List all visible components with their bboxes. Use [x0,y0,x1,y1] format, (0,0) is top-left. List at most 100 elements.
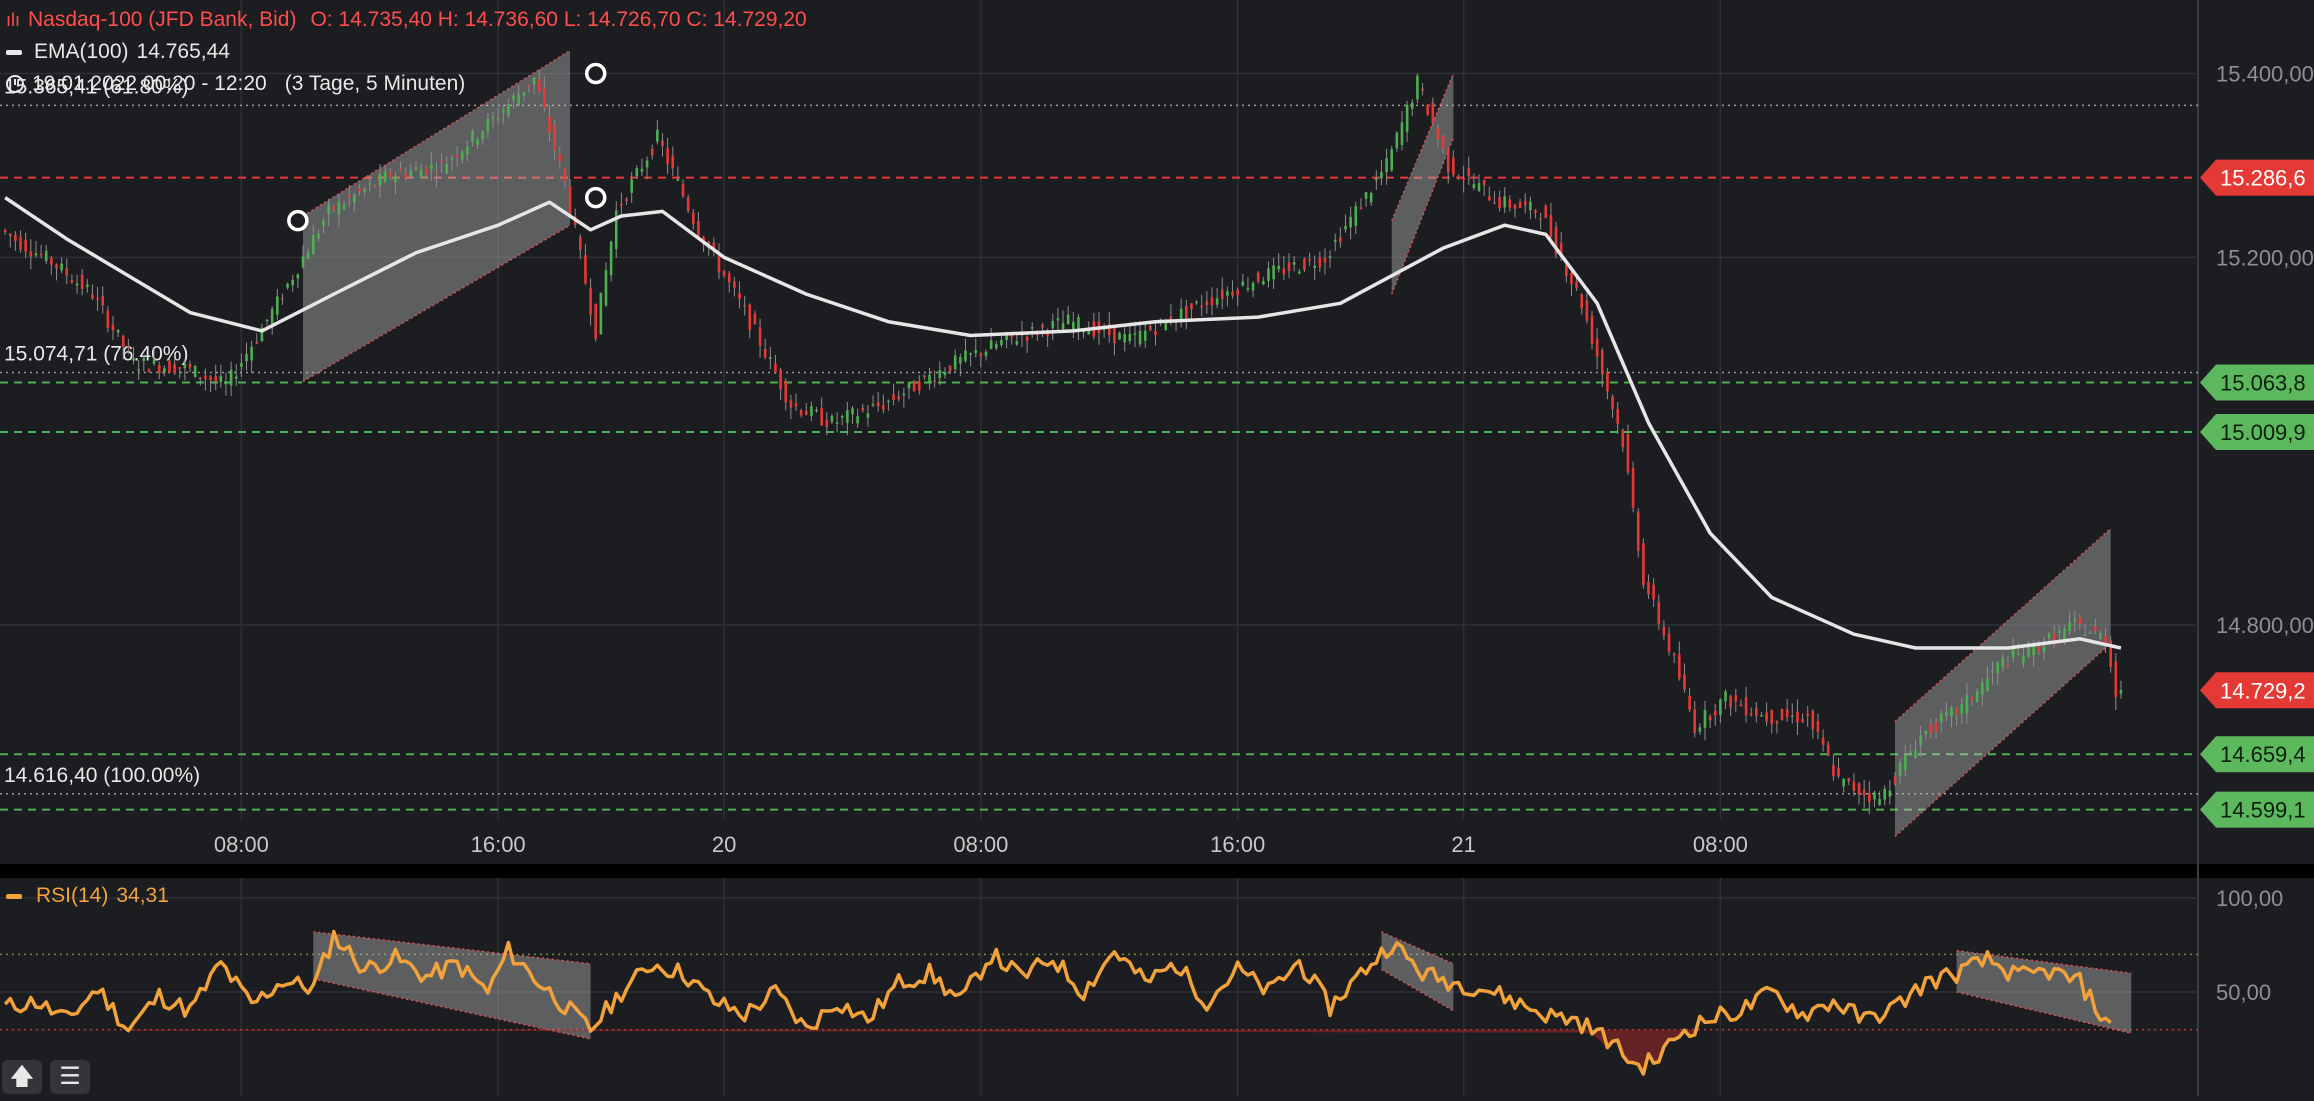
candle-body [224,382,228,385]
candle-body [1205,301,1209,306]
candle-body [1868,793,1871,802]
candle-body [1744,697,1748,716]
candle-body [1195,301,1198,304]
candle-body [892,394,895,400]
candle-body [984,351,988,357]
candle-body [1452,157,1455,175]
candle-body [1991,670,1994,673]
fibonacci-label: 15.365,41 (61.80%) [4,75,188,98]
menu-button[interactable]: ☰ [50,1060,90,1094]
candle-body [609,241,613,276]
x-tick-label: 20 [712,832,736,857]
candle-body [219,376,223,383]
candle-body [1580,294,1584,309]
candle-body [245,353,248,362]
candle-body [1426,104,1429,116]
pane-separator [0,864,2314,878]
support-price-tag-bg [2200,414,2314,451]
candle-body [517,94,520,106]
candle-body [1770,709,1774,725]
candle-body [1061,323,1065,330]
candle-body [491,116,495,119]
candle-body [2078,617,2082,625]
candle-body [666,148,669,165]
rsi-swatch-icon [6,893,22,899]
candle-body [614,210,618,250]
candle-body [1955,708,1958,715]
candle-body [676,179,680,181]
support-price-tag: 14.659,4 [2200,736,2314,773]
candle-body [168,361,171,373]
candle-body [1893,776,1897,784]
candle-body [1436,128,1440,140]
candle-body [856,416,859,424]
candle-body [1806,713,1810,716]
candle-body [584,255,587,284]
candle-body [1847,778,1851,782]
candle-body [188,364,192,368]
candle-body [101,295,105,306]
candle-body [727,273,731,283]
candle-body [876,402,880,407]
candle-body [604,270,608,306]
candle-body [183,363,187,369]
rsi-value: 34,31 [116,884,169,907]
candle-body [1220,289,1224,300]
candle-body [121,335,125,347]
candle-body [388,171,392,178]
candle-body [55,264,58,269]
candle-body [763,349,767,358]
candle-body [943,371,947,376]
candle-body [1277,265,1281,270]
candlestick-icon: ılı [6,9,21,30]
candle-body [1821,737,1825,745]
candle-body [1441,136,1445,150]
candle-body [825,419,829,427]
candle-body [1323,257,1327,263]
candle-body [1487,196,1491,201]
candle-body [2068,622,2071,632]
candle-body [2083,634,2087,637]
menu-icon: ☰ [59,1063,81,1090]
candle-body [527,84,531,87]
candle-body [532,77,536,85]
candle-body [789,400,793,408]
candle-body [106,310,110,328]
candle-body [1785,709,1789,718]
candle-body [353,194,356,203]
candle-body [1960,703,1964,714]
candle-body [1292,262,1296,265]
ema-label: EMA(100) [34,40,129,63]
candle-body [548,116,551,133]
clock-icon [6,75,24,93]
candle-body [1611,396,1614,410]
candle-body [625,198,628,202]
candle-body [1826,744,1830,757]
price-channel-bottom [302,224,571,383]
candle-body [974,350,978,354]
candle-body [1683,674,1686,690]
candle-body [1303,258,1306,270]
candle-body [830,415,834,422]
candle-body [8,233,12,237]
candle-body [34,253,38,256]
candle-body [799,410,803,416]
candle-body [1708,716,1712,721]
period-range: 19.01.2022 00:20 - 12:20 [32,72,267,95]
last-price-tag-bg [2200,672,2314,709]
candle-body [1046,331,1049,336]
candle-body [1185,306,1188,318]
candle-body [846,410,849,423]
candle-body [2063,628,2066,640]
candle-body [1529,201,1532,211]
candle-body [496,118,500,121]
candle-body [1282,268,1286,275]
candle-body [1862,789,1866,796]
candle-body [1688,695,1691,710]
price-channel-top [1391,73,1455,221]
scroll-up-button[interactable]: 🡅 [2,1060,42,1094]
candle-body [1226,291,1229,296]
candle-body [209,376,212,381]
